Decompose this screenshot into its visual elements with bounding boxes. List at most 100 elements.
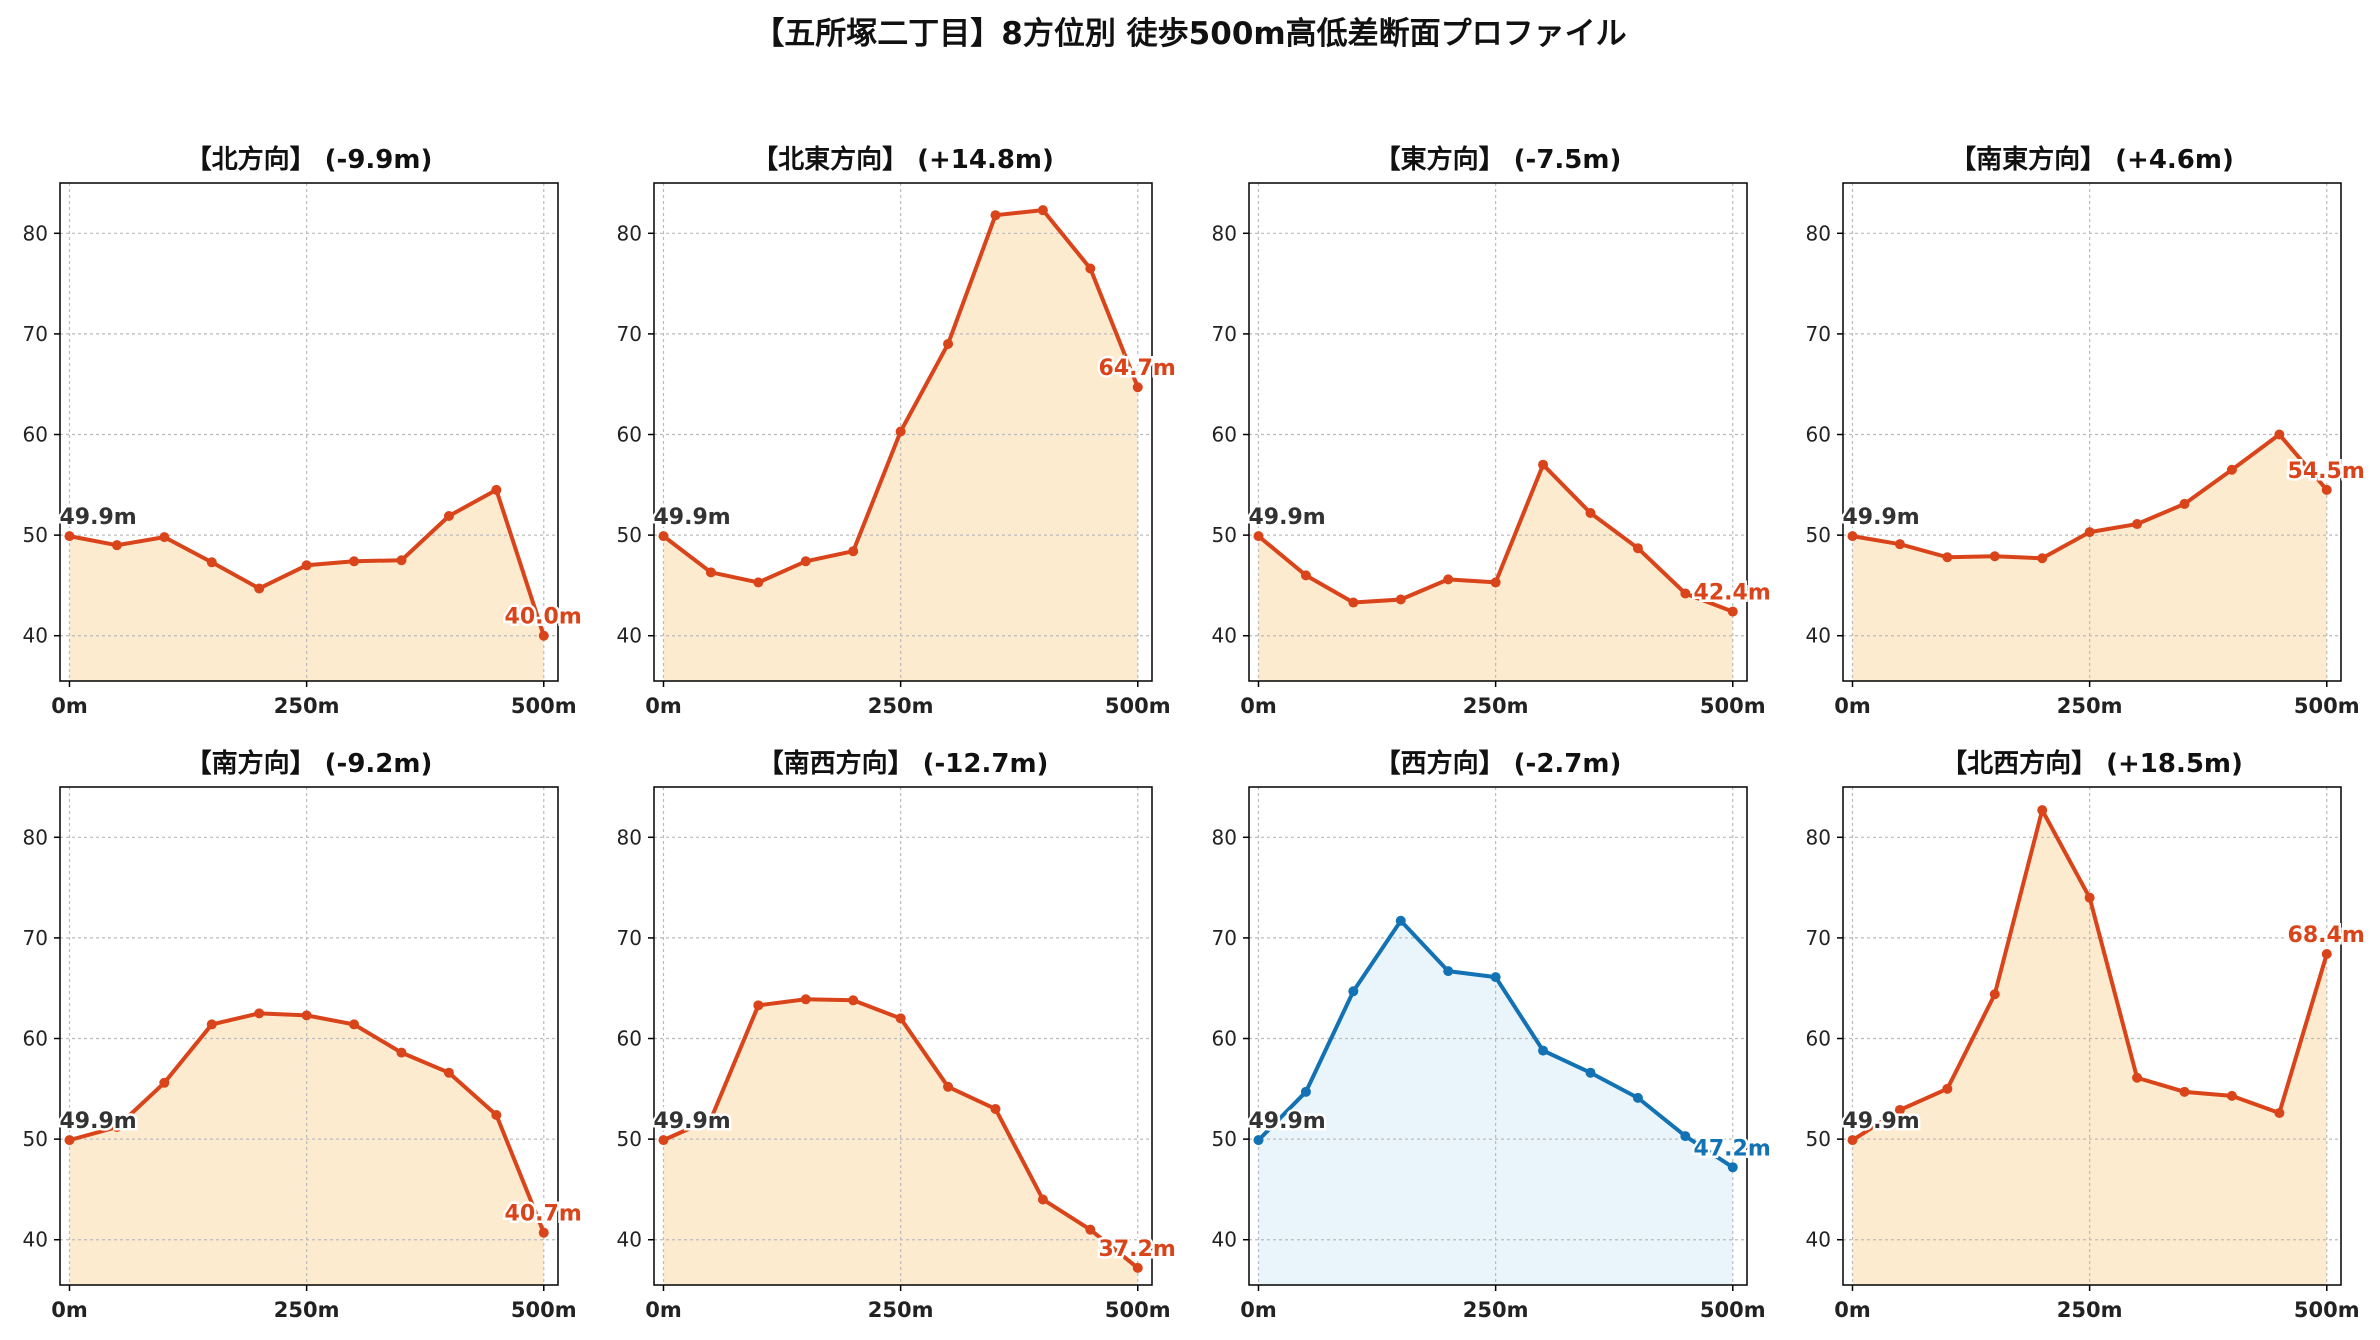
start-elevation-label: 49.9m bbox=[653, 1109, 730, 1134]
data-point bbox=[1132, 382, 1143, 393]
x-tick-label: 250m bbox=[2057, 694, 2123, 718]
data-point bbox=[159, 532, 170, 543]
x-tick-label: 0m bbox=[1240, 694, 1277, 718]
data-point bbox=[349, 556, 360, 567]
axes-frame bbox=[653, 786, 1153, 1286]
y-tick-label: 50 bbox=[617, 523, 642, 547]
elevation-fill bbox=[1258, 920, 1733, 1285]
x-tick-label: 500m bbox=[511, 1298, 577, 1322]
data-point bbox=[658, 1135, 669, 1146]
data-point bbox=[1632, 1092, 1643, 1103]
profile-panel: 40 50 60 70 80 0m 250m 500m 49.9m 54.5m bbox=[1806, 182, 2367, 718]
panel-title: 【東方向】 (-7.5m) bbox=[1374, 145, 1622, 175]
y-tick-label: 40 bbox=[1806, 1228, 1831, 1252]
y-tick-label: 80 bbox=[617, 825, 642, 849]
figure-title: 【五所塚二丁目】8方位別 徒歩500m高低差断面プロファイル bbox=[753, 16, 1627, 52]
data-point bbox=[1894, 1104, 1905, 1115]
data-point bbox=[1989, 989, 2000, 1000]
data-point bbox=[111, 1122, 122, 1133]
x-tick-label: 500m bbox=[1700, 694, 1766, 718]
y-tick-label: 70 bbox=[1806, 926, 1831, 950]
data-point bbox=[753, 577, 764, 588]
data-point bbox=[848, 546, 859, 557]
end-elevation-label: 54.5m bbox=[2288, 459, 2365, 484]
data-point bbox=[2226, 464, 2237, 475]
start-elevation-label: 49.9m bbox=[1248, 505, 1325, 530]
data-point bbox=[1632, 543, 1643, 554]
axes-frame bbox=[1842, 182, 2342, 682]
y-tick-label: 70 bbox=[23, 926, 48, 950]
data-point bbox=[1585, 1067, 1596, 1078]
axes-frame bbox=[653, 182, 1153, 682]
data-point bbox=[1727, 1162, 1738, 1173]
profile-panel: 40 50 60 70 80 0m 250m 500m 49.9m 37.2m bbox=[617, 786, 1178, 1322]
x-tick-label: 250m bbox=[868, 694, 934, 718]
axes-frame bbox=[1248, 786, 1748, 1286]
x-tick-label: 250m bbox=[868, 1298, 934, 1322]
y-tick-label: 40 bbox=[617, 1228, 642, 1252]
data-point bbox=[2132, 1072, 2143, 1083]
end-elevation-label: 40.7m bbox=[505, 1202, 582, 1227]
start-elevation-label: 49.9m bbox=[653, 505, 730, 530]
x-tick-label: 0m bbox=[1834, 694, 1871, 718]
y-tick-label: 50 bbox=[1806, 523, 1831, 547]
y-tick-label: 80 bbox=[23, 221, 48, 245]
data-point bbox=[895, 426, 906, 437]
data-point bbox=[705, 567, 716, 578]
elevation-fill bbox=[663, 210, 1138, 681]
data-point bbox=[753, 1000, 764, 1011]
data-point bbox=[2179, 1086, 2190, 1097]
data-point bbox=[1037, 1194, 1048, 1205]
start-elevation-label: 49.9m bbox=[59, 505, 136, 530]
data-point bbox=[2321, 949, 2332, 960]
data-point bbox=[1348, 597, 1359, 608]
data-point bbox=[2037, 805, 2048, 816]
data-point bbox=[491, 484, 502, 495]
panel-title: 【西方向】 (-2.7m) bbox=[1374, 749, 1622, 779]
data-point bbox=[800, 994, 811, 1005]
y-tick-label: 40 bbox=[23, 1228, 48, 1252]
profile-panel: 40 50 60 70 80 0m 250m 500m 49.9m 42.4m bbox=[1212, 182, 1773, 718]
panel-title: 【南東方向】 (+4.6m) bbox=[1950, 145, 2234, 175]
end-elevation-label: 40.0m bbox=[505, 605, 582, 630]
data-point bbox=[1680, 588, 1691, 599]
end-elevation-label: 68.4m bbox=[2288, 923, 2365, 948]
data-point bbox=[1300, 1086, 1311, 1097]
x-tick-label: 500m bbox=[511, 694, 577, 718]
data-point bbox=[1085, 263, 1096, 274]
data-point bbox=[2084, 892, 2095, 903]
y-tick-label: 50 bbox=[617, 1127, 642, 1151]
y-tick-label: 60 bbox=[23, 1027, 48, 1051]
data-point bbox=[800, 556, 811, 567]
end-elevation-label: 42.4m bbox=[1694, 581, 1771, 606]
data-point bbox=[2084, 527, 2095, 538]
data-point bbox=[254, 1008, 265, 1019]
axes-frame bbox=[1842, 786, 2342, 1286]
data-point bbox=[491, 1109, 502, 1120]
end-elevation-label: 47.2m bbox=[1694, 1136, 1771, 1161]
y-tick-label: 60 bbox=[1806, 423, 1831, 447]
y-tick-label: 80 bbox=[23, 825, 48, 849]
profile-panel: 40 50 60 70 80 0m 250m 500m 49.9m 68.4m bbox=[1806, 786, 2367, 1322]
profile-panel: 40 50 60 70 80 0m 250m 500m 49.9m 40.0m bbox=[23, 182, 584, 718]
data-point bbox=[111, 540, 122, 551]
data-point bbox=[538, 630, 549, 641]
y-tick-label: 60 bbox=[23, 423, 48, 447]
axes-frame bbox=[1248, 182, 1748, 682]
data-point bbox=[1300, 570, 1311, 581]
data-point bbox=[1037, 205, 1048, 216]
data-point bbox=[1253, 531, 1264, 542]
start-elevation-label: 49.9m bbox=[1842, 1109, 1919, 1134]
data-point bbox=[2132, 519, 2143, 530]
data-point bbox=[2179, 498, 2190, 509]
x-tick-label: 0m bbox=[1240, 1298, 1277, 1322]
y-tick-label: 40 bbox=[1212, 624, 1237, 648]
data-point bbox=[443, 1067, 454, 1078]
start-elevation-label: 49.9m bbox=[1842, 505, 1919, 530]
start-elevation-label: 49.9m bbox=[59, 1109, 136, 1134]
data-point bbox=[943, 1081, 954, 1092]
data-point bbox=[2274, 1107, 2285, 1118]
data-point bbox=[705, 1114, 716, 1124]
data-point bbox=[990, 210, 1001, 221]
